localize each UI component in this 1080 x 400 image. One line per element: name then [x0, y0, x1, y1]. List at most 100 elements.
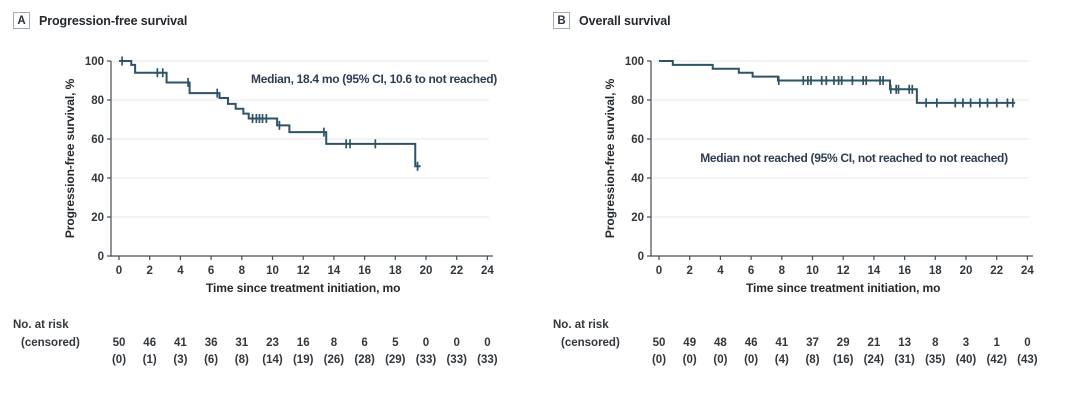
- x-axis-title: Time since treatment initiation, mo: [746, 281, 940, 295]
- panel-b-label-box: B: [553, 12, 570, 29]
- x-tick-label: 18: [929, 265, 942, 277]
- risk-at-risk-value: 36: [205, 337, 218, 349]
- x-tick-label: 16: [358, 265, 371, 277]
- x-tick-label: 0: [116, 265, 122, 277]
- median-annotation: Median not reached (95% CI, not reached …: [700, 151, 1008, 165]
- x-tick-label: 12: [837, 265, 850, 277]
- risk-censored-value: (33): [416, 354, 437, 366]
- risk-at-risk-value: 3: [963, 337, 969, 349]
- y-tick-label: 60: [631, 134, 644, 146]
- x-tick-label: 4: [717, 265, 724, 277]
- panel-a-header: A Progression-free survival: [13, 12, 187, 29]
- risk-censored-value: (31): [894, 354, 915, 366]
- risk-at-risk-value: 1: [993, 337, 1000, 349]
- x-tick-label: 18: [389, 265, 402, 277]
- km-curve: [659, 60, 1016, 104]
- y-tick-label: 80: [631, 95, 644, 107]
- y-tick-label: 40: [91, 173, 104, 185]
- y-tick-label: 60: [91, 134, 104, 146]
- risk-at-risk-value: 0: [484, 337, 490, 349]
- x-tick-label: 6: [748, 265, 754, 277]
- x-tick-label: 6: [208, 265, 214, 277]
- risk-at-risk-value: 13: [898, 337, 911, 349]
- risk-censored-value: (26): [324, 354, 345, 366]
- risk-censored-value: (35): [925, 354, 946, 366]
- km-curve: [119, 60, 421, 168]
- risk-censored-value: (0): [683, 354, 697, 366]
- risk-at-risk-value: 6: [361, 337, 367, 349]
- x-tick-label: 2: [146, 265, 152, 277]
- x-tick-label: 4: [177, 265, 184, 277]
- x-tick-label: 0: [656, 265, 662, 277]
- risk-censored-value: (14): [262, 354, 283, 366]
- risk-at-risk-value: 21: [868, 337, 881, 349]
- risk-at-risk-value: 0: [423, 337, 429, 349]
- risk-censored-value: (33): [477, 354, 498, 366]
- risk-at-risk-value: 46: [745, 337, 758, 349]
- x-tick-label: 22: [990, 265, 1003, 277]
- panel-a-label-box: A: [13, 12, 30, 29]
- risk-at-risk-value: 0: [1024, 337, 1030, 349]
- risk-censored-value: (16): [833, 354, 854, 366]
- x-tick-label: 10: [806, 265, 819, 277]
- x-tick-label: 2: [686, 265, 692, 277]
- risk-censored-value: (0): [652, 354, 666, 366]
- risk-table-sublabel: (censored): [561, 337, 620, 349]
- y-tick-label: 40: [631, 173, 644, 185]
- risk-at-risk-value: 0: [453, 337, 459, 349]
- risk-censored-value: (28): [354, 354, 375, 366]
- risk-censored-value: (3): [173, 354, 187, 366]
- panel-progression-free-survival: A Progression-free survival 0 20 40 60 80 100…: [13, 12, 498, 366]
- risk-at-risk-value: 37: [806, 337, 819, 349]
- x-tick-label: 22: [450, 265, 463, 277]
- y-tick-label: 20: [631, 212, 644, 224]
- risk-at-risk-value: 5: [392, 337, 399, 349]
- x-tick-label: 14: [328, 265, 341, 277]
- x-tick-label: 16: [898, 265, 911, 277]
- y-tick-label: 20: [91, 212, 104, 224]
- x-tick-label: 12: [297, 265, 310, 277]
- risk-table-label: No. at risk: [553, 319, 609, 331]
- risk-at-risk-value: 41: [174, 337, 187, 349]
- risk-at-risk-value: 29: [837, 337, 850, 349]
- y-axis-title: Progression-free survival, %: [63, 78, 77, 238]
- panel-overall-survival: B Overall survival 0 20 40 60 80 100 0 2 4 6 8 10 12…: [540, 0, 1080, 400]
- risk-censored-value: (42): [986, 354, 1007, 366]
- risk-censored-value: (33): [446, 354, 467, 366]
- risk-censored-value: (4): [775, 354, 789, 366]
- risk-censored-value: (19): [293, 354, 314, 366]
- risk-at-risk-value: 49: [683, 337, 696, 349]
- risk-censored-value: (0): [744, 354, 758, 366]
- x-axis-title: Time since treatment initiation, mo: [206, 281, 400, 295]
- y-tick-label: 100: [85, 56, 104, 68]
- risk-censored-value: (6): [204, 354, 218, 366]
- y-tick-label: 0: [98, 251, 104, 263]
- risk-at-risk-value: 16: [297, 337, 310, 349]
- risk-at-risk-value: 8: [331, 337, 338, 349]
- x-tick-label: 24: [1021, 265, 1034, 277]
- x-tick-label: 10: [266, 265, 279, 277]
- risk-table-label: No. at risk: [13, 319, 69, 331]
- panel-b-header: B Overall survival: [553, 12, 671, 29]
- panel-b-title: Overall survival: [579, 13, 671, 28]
- risk-censored-value: (24): [864, 354, 885, 366]
- x-tick-label: 14: [868, 265, 881, 277]
- panel-a-title: Progression-free survival: [39, 13, 188, 28]
- risk-at-risk-value: 8: [932, 337, 939, 349]
- median-annotation: Median, 18.4 mo (95% CI, 10.6 to not rea…: [251, 72, 497, 86]
- risk-censored-value: (8): [235, 354, 249, 366]
- risk-at-risk-value: 50: [113, 337, 126, 349]
- y-tick-label: 100: [625, 56, 644, 68]
- risk-censored-value: (0): [112, 354, 126, 366]
- risk-at-risk-value: 46: [143, 337, 156, 349]
- risk-at-risk-value: 50: [653, 337, 666, 349]
- risk-at-risk-value: 48: [714, 337, 727, 349]
- risk-table-sublabel: (censored): [21, 337, 80, 349]
- y-tick-label: 0: [638, 251, 644, 263]
- risk-at-risk-value: 23: [266, 337, 279, 349]
- x-tick-label: 8: [779, 265, 786, 277]
- risk-censored-value: (8): [805, 354, 819, 366]
- y-axis-title: Progression-free survival, %: [603, 78, 617, 238]
